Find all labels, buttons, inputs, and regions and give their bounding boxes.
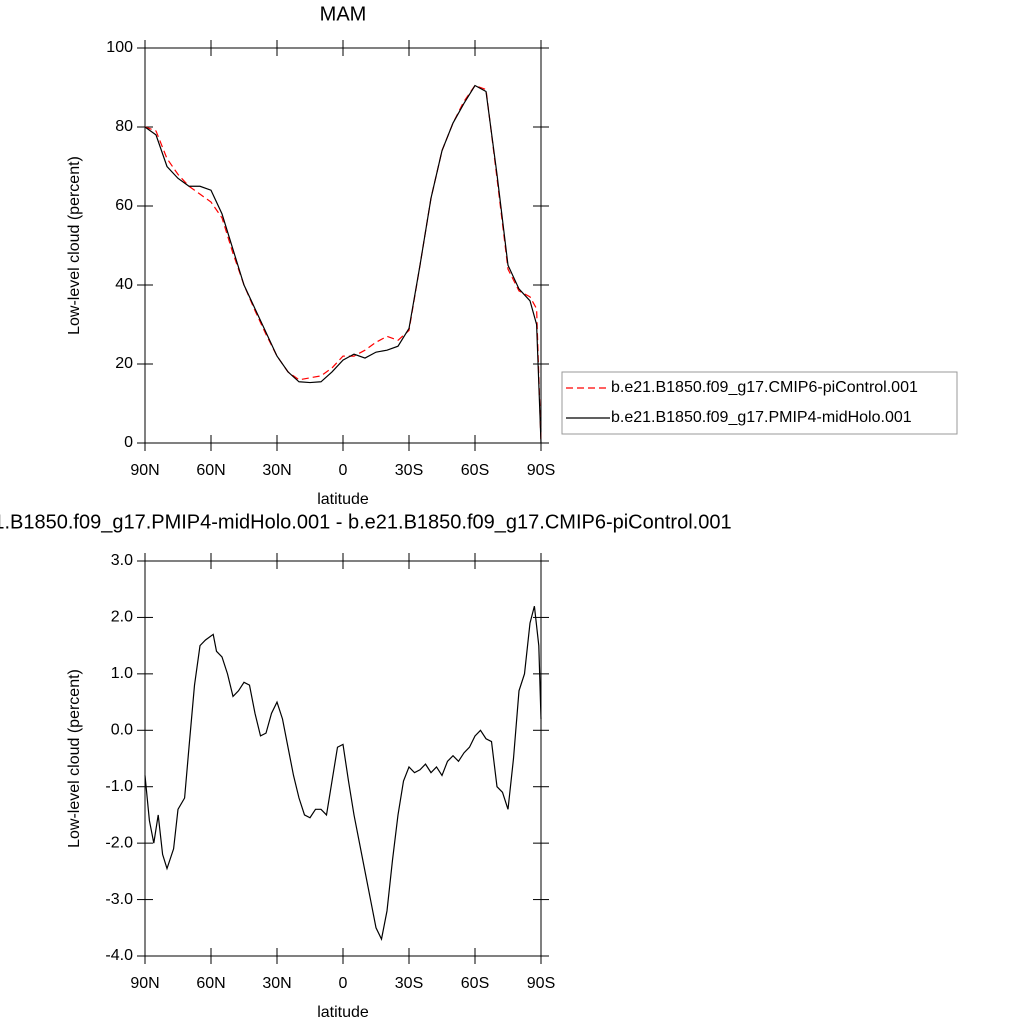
data-line xyxy=(144,84,542,444)
x-tick-label: 90S xyxy=(527,462,555,479)
x-tick-label: 60N xyxy=(196,462,225,479)
y-axis-label: Low-level cloud (percent) xyxy=(66,156,83,335)
y-tick-label: 20 xyxy=(115,355,133,372)
legend-label: b.e21.B1850.f09_g17.CMIP6-piControl.001 xyxy=(611,379,918,396)
y-tick-label: -3.0 xyxy=(105,891,133,908)
y-tick-label: -4.0 xyxy=(105,947,133,964)
x-tick-label: 0 xyxy=(339,975,348,992)
x-tick-label: 30N xyxy=(262,975,291,992)
y-tick-label: 0 xyxy=(124,434,133,451)
y-axis-label: Low-level cloud (percent) xyxy=(66,669,83,848)
data-line xyxy=(144,84,542,444)
plot-frame xyxy=(144,560,542,957)
chart-title: MAM xyxy=(320,3,367,25)
x-tick-label: 60S xyxy=(461,975,489,992)
x-tick-label: 90S xyxy=(527,975,555,992)
y-tick-label: -1.0 xyxy=(105,778,133,795)
x-axis-label: latitude xyxy=(317,491,369,508)
x-tick-label: 90N xyxy=(130,975,159,992)
data-line xyxy=(144,605,542,941)
y-tick-label: 100 xyxy=(106,39,133,56)
legend-box xyxy=(561,371,958,435)
y-tick-label: 40 xyxy=(115,276,133,293)
x-tick-label: 60N xyxy=(196,975,225,992)
x-axis-label: latitude xyxy=(317,1004,369,1021)
y-tick-label: 60 xyxy=(115,197,133,214)
y-tick-label: 0.0 xyxy=(111,722,133,739)
x-tick-label: 30S xyxy=(395,462,423,479)
y-tick-label: 1.0 xyxy=(111,665,133,682)
x-tick-label: 0 xyxy=(339,462,348,479)
x-tick-label: 60S xyxy=(461,462,489,479)
chart-title: b.e21.B1850.f09_g17.PMIP4-midHolo.001 - … xyxy=(0,511,732,533)
x-tick-label: 90N xyxy=(130,462,159,479)
plot-frame xyxy=(144,47,542,444)
x-tick-label: 30N xyxy=(262,462,291,479)
y-tick-label: 80 xyxy=(115,118,133,135)
x-tick-label: 30S xyxy=(395,975,423,992)
legend-label: b.e21.B1850.f09_g17.PMIP4-midHolo.001 xyxy=(611,409,912,426)
y-tick-label: 2.0 xyxy=(111,609,133,626)
y-tick-label: -2.0 xyxy=(105,834,133,851)
y-tick-label: 3.0 xyxy=(111,552,133,569)
